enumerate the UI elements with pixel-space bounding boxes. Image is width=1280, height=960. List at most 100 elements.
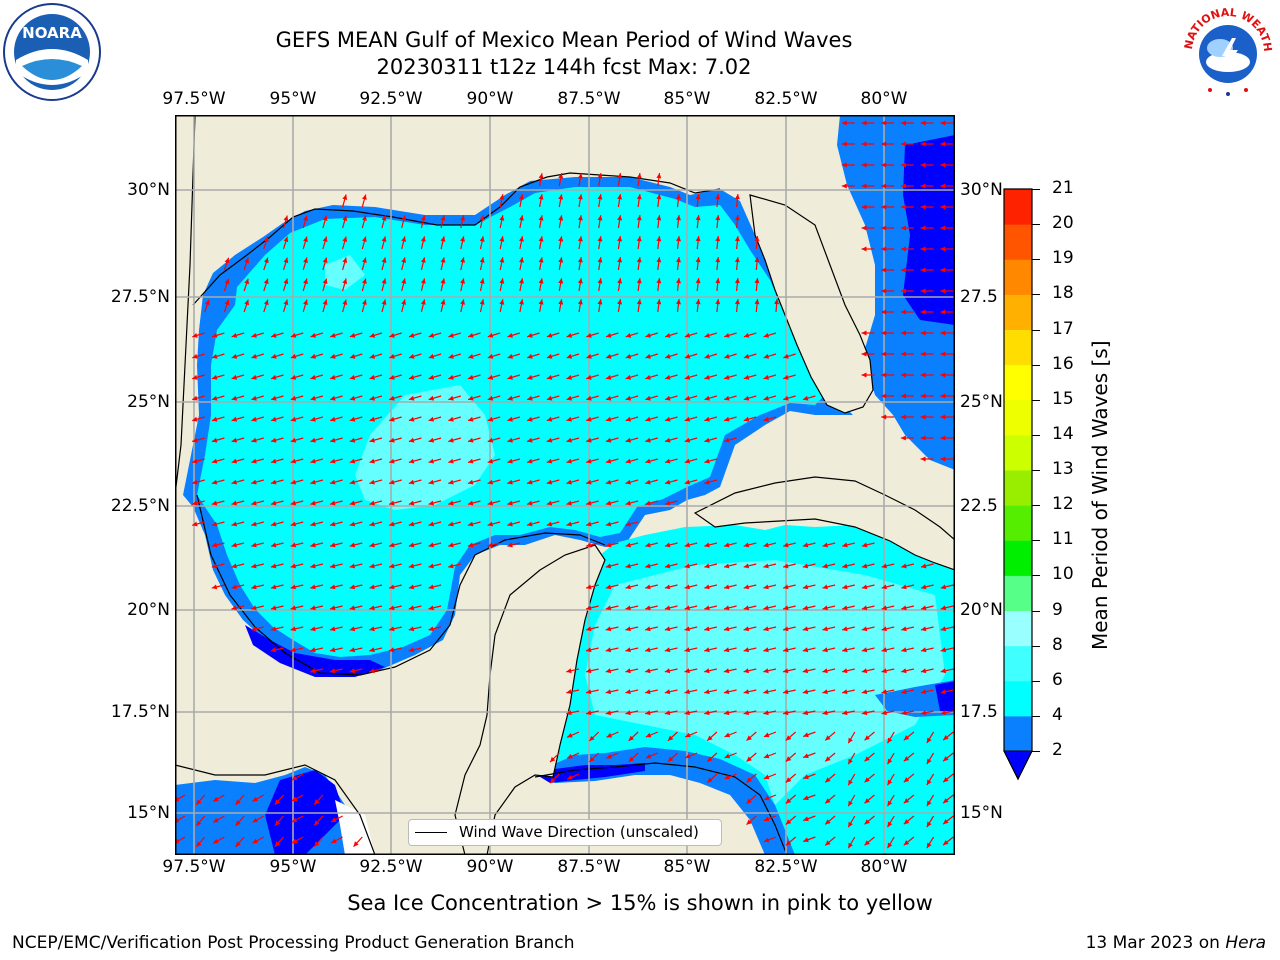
wind-wave-arrow-head xyxy=(211,479,218,485)
wind-wave-arrow-head xyxy=(558,299,564,305)
wind-wave-arrow-head xyxy=(605,458,612,464)
wind-wave-arrow-head xyxy=(349,416,356,422)
wind-wave-arrow-head xyxy=(822,626,828,632)
wind-wave-arrow-head xyxy=(244,299,249,306)
wind-wave-arrow-head xyxy=(625,458,631,464)
wind-wave-arrow-head xyxy=(943,735,949,741)
colorbar-tick-label: 17 xyxy=(1052,318,1074,339)
wind-wave-arrow-head xyxy=(861,351,867,357)
wind-wave-arrow-head xyxy=(664,584,671,590)
wind-wave-arrow-head xyxy=(342,215,348,221)
wind-wave-arrow-head xyxy=(349,437,356,443)
wind-wave-arrow-head xyxy=(903,777,910,783)
wind-wave-arrow-head xyxy=(331,817,337,822)
wind-wave-arrow-head xyxy=(231,584,237,590)
wind-wave-arrow-head xyxy=(342,257,348,263)
colorbar-band xyxy=(1004,259,1032,295)
wind-wave-arrow-head xyxy=(196,820,202,826)
wind-wave-arrow-head xyxy=(920,330,926,336)
wind-wave-arrow-head xyxy=(428,521,434,527)
colorbar-tick-label: 4 xyxy=(1052,704,1063,725)
colorbar-tick-label: 8 xyxy=(1052,634,1063,655)
map-frame xyxy=(175,115,955,855)
wind-wave-arrow-head xyxy=(274,799,281,805)
wind-wave-arrow-head xyxy=(723,689,730,695)
colorbar-band xyxy=(1004,434,1032,471)
wind-wave-arrow-head xyxy=(211,416,218,422)
colorbar-band xyxy=(1004,645,1032,682)
wind-wave-arrow-head xyxy=(802,563,809,569)
wind-wave-arrow-head xyxy=(211,374,218,380)
wind-wave-arrow-head xyxy=(900,372,906,378)
wind-wave-arrow-head xyxy=(617,236,623,242)
colorbar-band xyxy=(1004,540,1032,576)
wind-wave-arrow-head xyxy=(381,215,387,221)
wind-wave-arrow-head xyxy=(864,798,870,804)
wind-wave-arrow-head xyxy=(704,605,710,611)
wind-wave-arrow-head xyxy=(734,278,740,284)
wind-wave-arrow-head xyxy=(290,416,297,422)
wind-wave-arrow-head xyxy=(645,732,652,738)
wind-wave-arrow-head xyxy=(527,437,533,443)
wind-wave-arrow-head xyxy=(920,141,926,147)
wind-wave-arrow-head xyxy=(349,500,356,506)
wind-wave-arrow-head xyxy=(196,841,202,847)
map-canvas xyxy=(175,115,955,855)
wind-wave-arrow-head xyxy=(428,333,435,338)
wind-wave-arrow-head xyxy=(558,236,564,242)
wind-wave-arrow-head xyxy=(926,842,932,849)
wind-wave-arrow-head xyxy=(920,204,926,210)
wind-wave-arrow-head xyxy=(546,353,553,359)
wind-wave-arrow-head xyxy=(704,647,710,653)
colorbar-band xyxy=(1004,329,1032,366)
wind-wave-arrow-head xyxy=(887,779,893,786)
wind-wave-arrow-head xyxy=(723,710,730,716)
wind-wave-arrow-head xyxy=(763,416,769,422)
wind-wave-arrow-head xyxy=(251,479,257,485)
wind-wave-arrow-head xyxy=(667,756,674,762)
wind-wave-arrow-head xyxy=(901,584,907,590)
wind-wave-arrow-head xyxy=(283,215,289,222)
wind-wave-arrow-head xyxy=(656,299,662,305)
wind-wave-arrow-head xyxy=(625,563,631,569)
wind-wave-arrow-head xyxy=(645,416,651,422)
wind-wave-arrow-head xyxy=(290,374,297,380)
wind-wave-arrow-head xyxy=(763,563,769,569)
wind-wave-arrow-head xyxy=(684,353,691,359)
wind-wave-arrow-head xyxy=(940,162,946,168)
wind-wave-arrow-head xyxy=(645,479,651,485)
wind-wave-arrow-head xyxy=(310,395,316,401)
wind-wave-arrow-head xyxy=(567,754,573,759)
wind-wave-arrow-head xyxy=(290,500,297,506)
wind-wave-arrow-head xyxy=(743,584,750,590)
wind-wave-arrow-head xyxy=(715,236,721,242)
wind-wave-arrow-head xyxy=(460,299,465,305)
wind-wave-arrow-head xyxy=(211,521,218,527)
wind-wave-arrow-head xyxy=(487,353,494,359)
wind-wave-arrow-head xyxy=(920,246,926,252)
wind-wave-arrow-head xyxy=(389,563,395,569)
wind-wave-arrow-head xyxy=(605,647,612,653)
wind-wave-arrow-head xyxy=(645,333,651,338)
wind-wave-arrow-head xyxy=(921,563,927,569)
wind-wave-arrow-head xyxy=(546,479,553,485)
wind-wave-arrow-head xyxy=(746,777,752,783)
wind-wave-arrow-head xyxy=(842,542,848,548)
lon-tick-top: 82.5°W xyxy=(754,89,818,109)
wind-wave-arrow-head xyxy=(746,735,752,741)
wind-wave-arrow-head xyxy=(291,796,298,802)
wind-wave-arrow-head xyxy=(625,647,631,653)
wind-wave-arrow-head xyxy=(362,299,367,305)
wind-wave-arrow-head xyxy=(881,563,887,569)
wind-wave-arrow-head xyxy=(577,173,583,179)
wind-wave-arrow-head xyxy=(389,333,395,338)
wind-wave-arrow-head xyxy=(940,330,946,336)
wind-wave-arrow-head xyxy=(369,563,375,569)
wind-wave-arrow-head xyxy=(251,395,257,401)
wind-wave-arrow-head xyxy=(369,668,375,674)
wind-wave-arrow-head xyxy=(625,395,632,401)
wind-wave-arrow-head xyxy=(903,735,910,741)
wind-wave-arrow-head xyxy=(211,395,218,401)
lon-tick-bottom: 85°W xyxy=(663,857,711,877)
wind-wave-arrow-head xyxy=(527,458,533,464)
